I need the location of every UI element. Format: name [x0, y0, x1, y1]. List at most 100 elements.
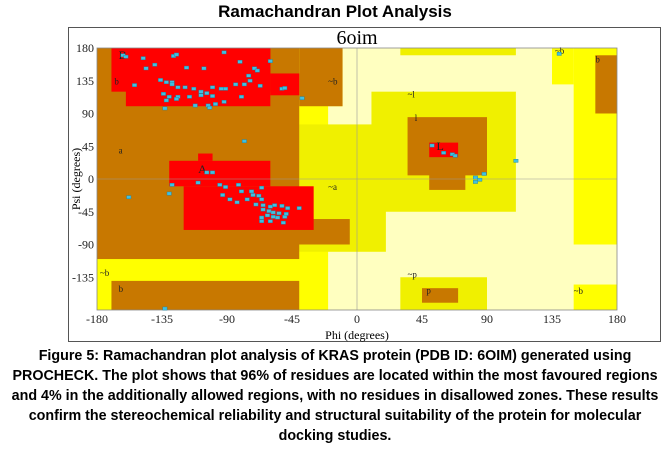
data-point	[163, 98, 169, 103]
data-point	[198, 89, 204, 94]
x-tick-label: -135	[151, 312, 173, 326]
caption-text: Ramachandran plot analysis of KRAS prote…	[11, 348, 659, 444]
region-favoured	[270, 73, 300, 96]
data-point	[239, 94, 244, 99]
data-point	[249, 189, 254, 194]
region-label: a	[119, 146, 123, 156]
data-point	[210, 85, 215, 90]
data-point	[217, 183, 223, 187]
data-point	[201, 66, 207, 71]
data-point	[452, 153, 458, 158]
data-point	[233, 82, 239, 87]
y-tick-label: 180	[76, 41, 94, 55]
region-allowed	[111, 280, 300, 310]
y-tick-label: -90	[78, 238, 94, 252]
region-favoured	[183, 186, 314, 230]
data-point	[169, 183, 175, 187]
x-tick-label: 45	[416, 312, 428, 326]
data-point	[163, 80, 169, 85]
data-point	[192, 103, 198, 108]
data-point	[267, 59, 273, 63]
data-point	[259, 215, 265, 220]
data-point	[210, 170, 215, 175]
y-tick-label: -45	[78, 205, 94, 219]
region-label: ~b	[555, 46, 565, 56]
data-point	[237, 60, 243, 64]
data-point	[429, 143, 435, 148]
region-label: ~l	[408, 89, 416, 99]
x-tick-label: 0	[354, 312, 360, 326]
data-point	[481, 172, 487, 176]
region-allowed	[595, 55, 617, 114]
y-tick-label: 90	[82, 107, 94, 121]
region-label: ~b	[574, 286, 584, 296]
data-point	[473, 180, 478, 184]
data-point	[280, 220, 286, 225]
data-point	[220, 193, 226, 197]
data-point	[259, 219, 265, 224]
data-point	[275, 215, 280, 220]
data-point	[270, 215, 276, 219]
data-point	[191, 86, 197, 91]
data-point	[123, 54, 129, 59]
region-allowed	[97, 48, 112, 132]
region-favoured	[169, 160, 271, 187]
data-point	[187, 94, 192, 99]
x-axis-label: Phi (degrees)	[325, 328, 389, 342]
region-label: ~p	[408, 269, 418, 279]
data-point	[267, 219, 273, 224]
data-point	[296, 206, 302, 210]
data-point	[152, 62, 158, 67]
data-point	[477, 177, 483, 182]
caption-label: Figure 5:	[38, 348, 100, 364]
data-point	[279, 204, 285, 208]
region-favoured	[198, 153, 213, 161]
data-point	[246, 73, 252, 78]
data-point	[161, 92, 166, 96]
data-point	[162, 106, 168, 111]
data-point	[282, 215, 288, 219]
data-point	[513, 159, 519, 163]
data-point	[250, 193, 256, 197]
data-point	[223, 86, 228, 91]
data-point	[204, 91, 210, 95]
data-point	[259, 197, 265, 202]
y-tick-label: 45	[82, 139, 94, 153]
data-point	[140, 56, 146, 60]
data-point	[182, 85, 188, 90]
data-point	[276, 211, 282, 216]
x-tick-label: -90	[219, 312, 235, 326]
data-point	[234, 200, 240, 205]
region-label: ~b	[100, 268, 110, 278]
y-tick-label: 135	[76, 74, 94, 88]
data-point	[260, 207, 266, 212]
plot-area-border	[96, 47, 618, 311]
plot-frame	[68, 27, 661, 342]
data-point	[195, 180, 201, 185]
data-point	[239, 189, 244, 194]
data-point	[241, 82, 247, 87]
data-point	[143, 66, 149, 71]
data-point	[166, 94, 172, 99]
data-point	[473, 175, 478, 180]
data-point	[266, 209, 272, 213]
region-label: A	[198, 162, 207, 176]
region-generous	[400, 48, 516, 56]
data-point	[272, 203, 278, 208]
region-label: L	[436, 139, 443, 153]
region-label: ~b	[328, 76, 338, 86]
region-generous	[573, 284, 617, 310]
data-point	[556, 52, 562, 56]
data-point	[213, 102, 218, 106]
data-point	[174, 52, 179, 57]
data-point	[174, 97, 179, 101]
data-point	[162, 306, 168, 311]
data-point	[218, 86, 224, 91]
region-allowed	[111, 142, 155, 234]
data-point	[169, 82, 175, 87]
data-point	[132, 83, 137, 87]
region-label: l	[415, 113, 418, 123]
data-point	[223, 185, 228, 189]
figure-title: Ramachandran Plot Analysis	[218, 2, 452, 21]
data-point	[285, 206, 291, 210]
